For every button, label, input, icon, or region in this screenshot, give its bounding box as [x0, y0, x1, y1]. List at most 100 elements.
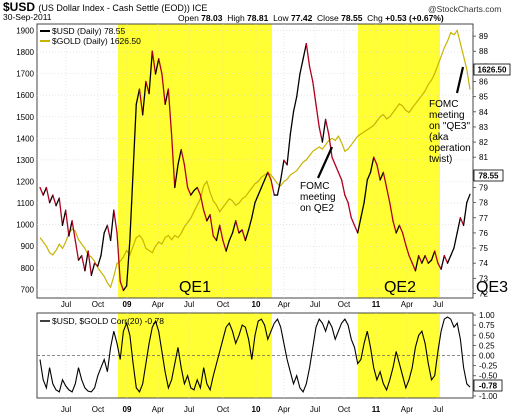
- usd-segment-113: [398, 224, 404, 234]
- corr-title: $USD, $GOLD Corr(20) -0.78: [52, 316, 164, 326]
- x-label-main-4: Jul: [184, 300, 194, 309]
- right-tick-89: 89: [479, 32, 488, 41]
- usd-segment-123: [430, 250, 436, 261]
- usd-segment-43: [174, 164, 179, 189]
- usd-segment-127: [443, 254, 449, 264]
- usd-segment-40: [164, 88, 170, 105]
- usd-segment-100: [357, 217, 362, 234]
- usd-segment-122: [427, 259, 433, 264]
- left-tick-1000: 1000: [16, 221, 34, 230]
- usd-segment-131: [456, 217, 462, 234]
- x-label-main-0: Jul: [61, 300, 71, 309]
- usd-segment-15: [84, 250, 89, 272]
- gold-price-label: 1626.50: [478, 66, 507, 75]
- corr-value-box: [473, 379, 503, 392]
- usd-price-box: [473, 169, 504, 182]
- right-tick-84: 84: [479, 108, 488, 117]
- usd-price-label: 78.55: [478, 172, 499, 181]
- x-label-lower-12: Jul: [433, 405, 443, 414]
- usd-segment-75: [276, 179, 282, 196]
- right-tick-74: 74: [479, 259, 488, 268]
- qe-shade-main-1: [118, 24, 272, 298]
- usd-segment-4: [48, 194, 54, 204]
- usd-segment-2: [42, 186, 48, 196]
- usd-segment-30: [132, 103, 137, 174]
- annotation-qe3-line-1: meeting: [429, 110, 465, 121]
- usd-segment-28: [125, 239, 131, 287]
- usd-segment-102: [363, 179, 368, 204]
- usd-segment-128: [446, 254, 452, 264]
- annotation-qe3-line-2: on "QE3": [429, 121, 470, 132]
- usd-segment-89: [321, 118, 327, 143]
- usd-segment-118: [414, 254, 420, 272]
- corr-tick-3: 0.25: [479, 341, 495, 350]
- left-tick-1500: 1500: [16, 113, 34, 122]
- usd-segment-18: [93, 262, 99, 267]
- usd-segment-22: [106, 224, 112, 242]
- usd-segment-57: [219, 224, 224, 242]
- usd-segment-68: [254, 194, 259, 204]
- x-label-main-12: Jul: [433, 300, 443, 309]
- usd-segment-54: [209, 214, 214, 237]
- right-tick-75: 75: [479, 244, 488, 253]
- usd-segment-80: [292, 96, 298, 113]
- usd-segment-58: [222, 239, 227, 252]
- qe2-label: QE2: [384, 279, 416, 296]
- usd-segment-48: [190, 189, 195, 196]
- x-label-lower-0: Jul: [61, 405, 71, 414]
- qe1-label: QE1: [179, 279, 211, 296]
- left-tick-1300: 1300: [16, 156, 34, 165]
- x-label-main-2: 09: [123, 300, 132, 309]
- usd-segment-24: [113, 209, 118, 234]
- usd-segment-25: [116, 232, 121, 282]
- usd-segment-55: [212, 235, 218, 242]
- usd-segment-7: [58, 197, 64, 226]
- symbol-title: $USD (US Dollar Index - Cash Settle (EOD…: [3, 0, 207, 14]
- right-tick-85: 85: [479, 93, 488, 102]
- qe-shade-main-2: [358, 24, 440, 298]
- usd-segment-52: [203, 209, 208, 222]
- x-label-lower-2: 09: [123, 405, 132, 414]
- usd-segment-3: [45, 186, 51, 204]
- right-tick-86: 86: [479, 78, 488, 87]
- usd-segment-79: [289, 111, 295, 136]
- chg-value: +0.53 (+0.67%): [385, 13, 444, 23]
- usd-segment-19: [97, 254, 102, 267]
- usd-segment-116: [408, 254, 413, 264]
- usd-segment-35: [148, 50, 153, 95]
- usd-segment-69: [257, 186, 263, 196]
- usd-segment-110: [389, 201, 394, 222]
- usd-segment-96: [344, 194, 349, 204]
- corr-value-label: -0.78: [479, 382, 498, 391]
- annotation-qe3-arrow: [455, 66, 465, 94]
- usd-segment-112: [395, 224, 401, 234]
- usd-segment-132: [459, 217, 465, 226]
- corr-tick-6: -0.50: [479, 372, 498, 381]
- usd-segment-71: [263, 171, 269, 181]
- usd-segment-72: [267, 171, 272, 181]
- right-tick-83: 83: [479, 123, 488, 132]
- usd-segment-62: [235, 220, 240, 234]
- left-tick-900: 900: [21, 242, 35, 251]
- high-value: 78.81: [247, 13, 269, 23]
- usd-segment-41: [167, 88, 173, 136]
- annotation-qe2-line-1: meeting: [300, 192, 336, 203]
- usd-segment-95: [340, 179, 346, 196]
- open-label: Open: [178, 13, 199, 23]
- ohlc-readout: Open 78.03 High 78.81 Low 77.42 Close 78…: [178, 13, 444, 23]
- usd-segment-115: [405, 244, 410, 257]
- x-label-main-9: Oct: [338, 300, 351, 309]
- annotation-qe3-line-0: FOMC: [429, 99, 458, 110]
- usd-segment-61: [231, 220, 237, 234]
- usd-segment-5: [52, 194, 57, 207]
- usd-segment-6: [55, 197, 60, 207]
- corr-tick-8: -1.00: [479, 392, 498, 401]
- usd-segment-86: [312, 80, 317, 105]
- close-label: Close: [317, 13, 339, 23]
- left-tick-1900: 1900: [16, 26, 34, 35]
- left-tick-700: 700: [21, 285, 35, 294]
- usd-segment-124: [434, 250, 439, 264]
- x-label-lower-5: Oct: [217, 405, 230, 414]
- right-tick-72: 72: [479, 289, 488, 298]
- x-label-main-1: Oct: [92, 300, 105, 309]
